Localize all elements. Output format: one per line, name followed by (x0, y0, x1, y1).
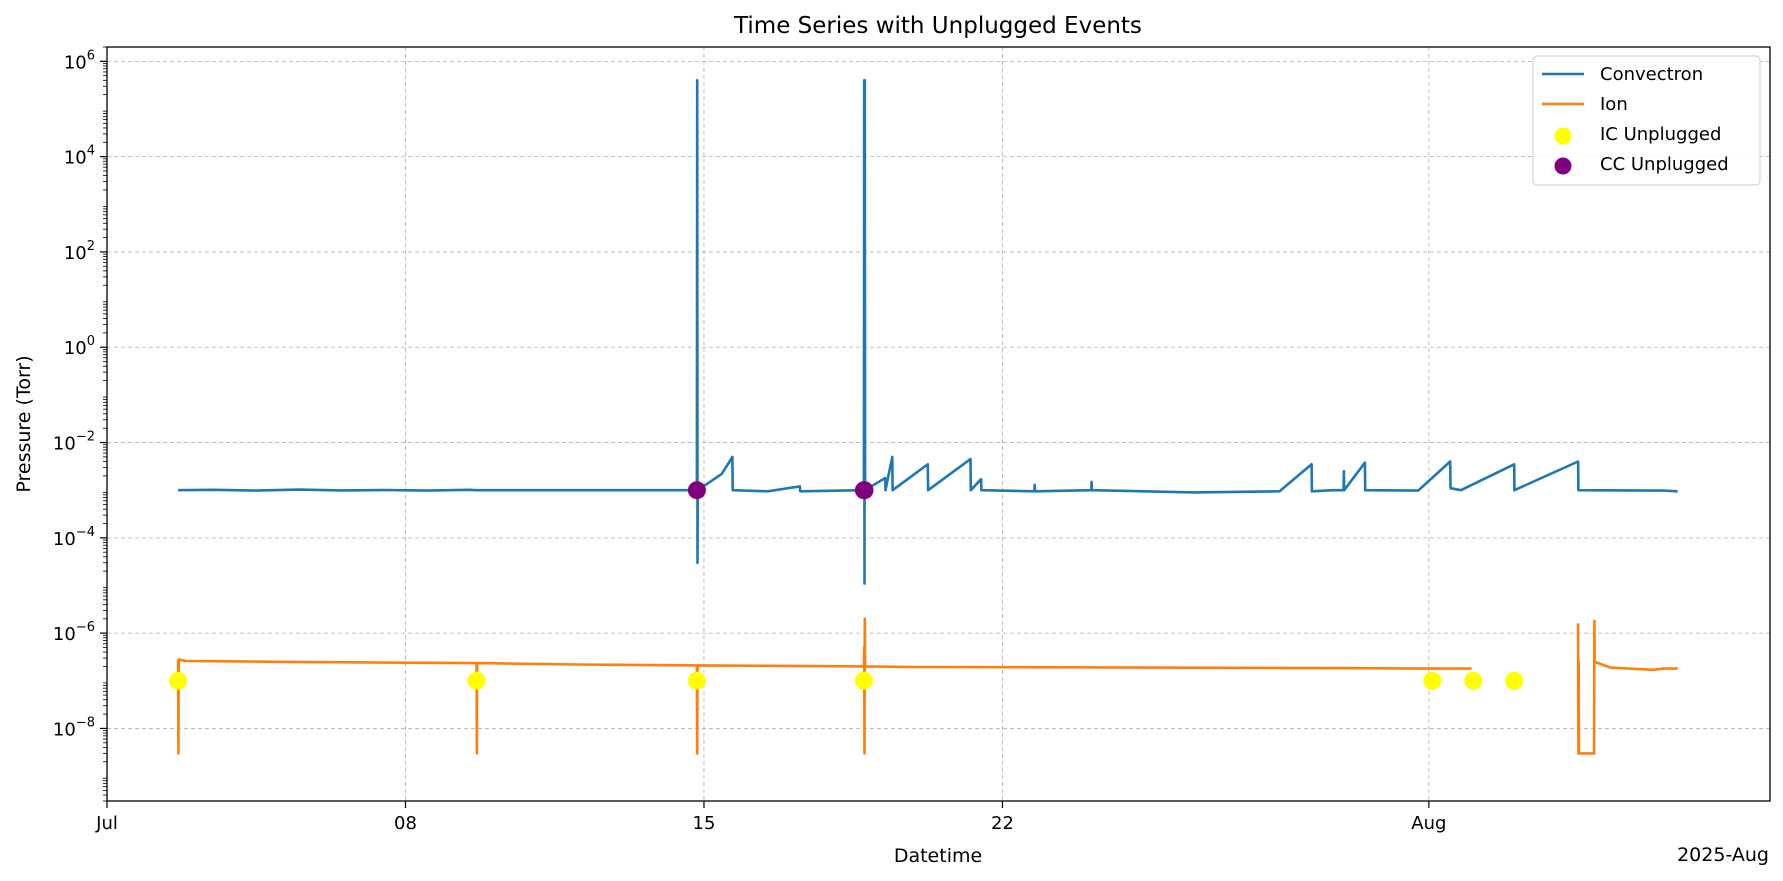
legend-label-convectron: Convectron (1600, 64, 1703, 85)
marker-ic-unplugged (467, 671, 486, 690)
series-line-convectron (178, 79, 1678, 585)
marker-ic-unplugged (169, 671, 188, 690)
x-tick-label: 22 (991, 813, 1014, 834)
chart-title: Time Series with Unplugged Events (733, 13, 1142, 39)
x-axis-offset-label: 2025-Aug (1677, 844, 1769, 866)
marker-ic-unplugged (1505, 671, 1524, 690)
x-axis-title: Datetime (894, 845, 982, 867)
legend-label-ic-unplugged: IC Unplugged (1600, 124, 1721, 145)
series-line-ion (176, 617, 1472, 755)
y-tick-label: 10−4 (53, 525, 95, 550)
legend-marker-ic-unplugged (1554, 127, 1572, 145)
legend-box (1532, 55, 1761, 186)
x-tick-label: 15 (693, 813, 716, 834)
y-tick-label: 10−6 (53, 620, 95, 645)
legend: Convectron Ion IC Unplugged CC Unplugged (1532, 55, 1761, 186)
y-tick-label: 104 (64, 144, 95, 169)
marker-ic-unplugged (687, 671, 706, 690)
y-tick-label: 10−8 (53, 715, 95, 740)
marker-cc-unplugged (687, 481, 706, 500)
plot-frame (106, 46, 1771, 802)
plot-area (169, 79, 1678, 755)
x-tick-label: Jul (95, 813, 118, 834)
y-tick-label: 100 (64, 334, 95, 359)
marker-ic-unplugged (1423, 671, 1442, 690)
y-tick-label: 10−2 (53, 430, 95, 455)
legend-marker-cc-unplugged (1554, 157, 1572, 175)
marker-ic-unplugged (854, 671, 873, 690)
y-tick-label: 102 (64, 239, 95, 264)
legend-label-cc-unplugged: CC Unplugged (1600, 154, 1729, 175)
axis-ticks: Jul 08 15 22 Aug 10−8 10−6 10−4 10−2 100 102 104 106 (53, 46, 1446, 834)
marker-ic-unplugged (1464, 671, 1483, 690)
x-tick-label: Aug (1411, 813, 1446, 834)
marker-cc-unplugged (855, 481, 874, 500)
series-line-ion (1576, 619, 1678, 755)
y-tick-label: 106 (64, 48, 95, 73)
y-axis-title: Pressure (Torr) (13, 355, 35, 492)
x-tick-label: 08 (394, 813, 417, 834)
legend-label-ion: Ion (1600, 94, 1628, 115)
